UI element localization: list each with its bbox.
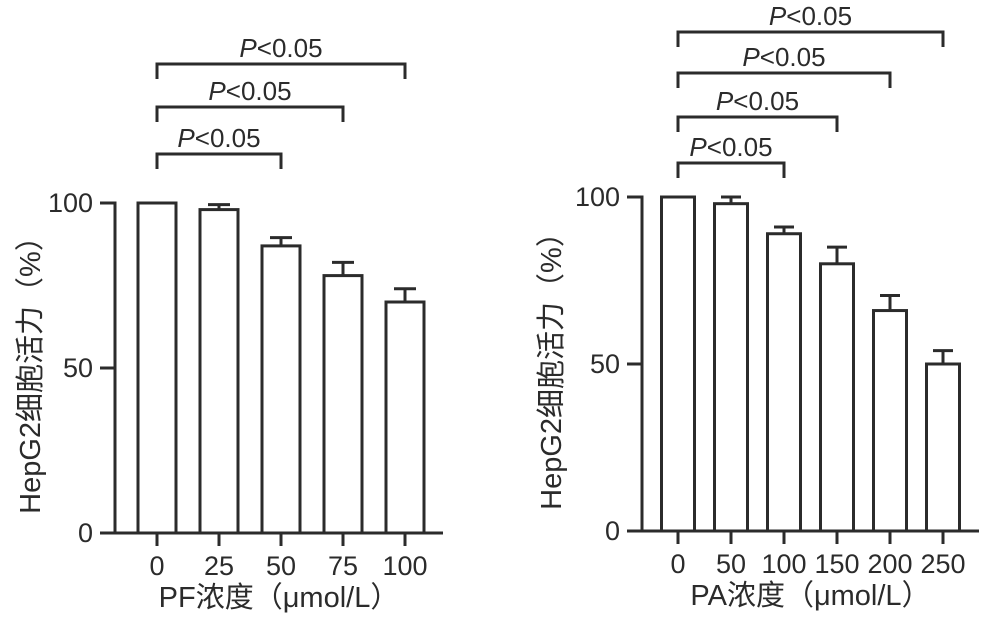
x-tick-label: 50 bbox=[266, 551, 296, 581]
significance-label: P<0.05 bbox=[689, 132, 772, 162]
bar bbox=[819, 262, 855, 533]
y-tick-label: 100 bbox=[48, 188, 93, 218]
y-tick-label: 50 bbox=[63, 353, 93, 383]
significance-bracket bbox=[676, 115, 839, 132]
bar bbox=[198, 208, 240, 535]
bar bbox=[322, 274, 364, 535]
significance-label: P<0.05 bbox=[742, 42, 825, 72]
bar bbox=[384, 300, 426, 535]
bar bbox=[872, 309, 908, 533]
significance-label: P<0.05 bbox=[177, 123, 260, 153]
x-axis-label: PA浓度（μmol/L） bbox=[690, 579, 930, 612]
significance-bracket bbox=[676, 71, 892, 88]
x-tick-label: 250 bbox=[920, 549, 965, 579]
significance-bracket bbox=[676, 30, 945, 47]
bar bbox=[925, 362, 961, 533]
x-tick-label: 100 bbox=[382, 551, 427, 581]
x-tick-label: 50 bbox=[716, 549, 746, 579]
y-tick-label: 100 bbox=[575, 182, 620, 212]
y-axis-label: HepG2细胞活力（%） bbox=[535, 218, 568, 510]
bar bbox=[136, 201, 178, 535]
x-tick-label: 75 bbox=[328, 551, 358, 581]
significance-bracket bbox=[676, 161, 786, 178]
significance-bracket bbox=[155, 105, 345, 122]
x-tick-label: 0 bbox=[149, 551, 164, 581]
y-axis-label: HepG2细胞活力（%） bbox=[14, 222, 47, 514]
significance-label: P<0.05 bbox=[239, 33, 322, 63]
bar bbox=[260, 244, 302, 535]
x-tick-label: 100 bbox=[761, 549, 806, 579]
significance-label: P<0.05 bbox=[716, 86, 799, 116]
bar bbox=[713, 202, 749, 533]
bar bbox=[766, 232, 802, 533]
x-tick-label: 0 bbox=[670, 549, 685, 579]
significance-bracket bbox=[155, 152, 283, 169]
bar bbox=[660, 195, 696, 533]
y-tick-label: 50 bbox=[590, 349, 620, 379]
x-tick-label: 200 bbox=[867, 549, 912, 579]
significance-bracket bbox=[155, 62, 407, 79]
y-tick-label: 0 bbox=[605, 516, 620, 546]
x-axis-label: PF浓度（μmol/L） bbox=[159, 581, 400, 614]
x-tick-label: 25 bbox=[204, 551, 234, 581]
significance-label: P<0.05 bbox=[208, 76, 291, 106]
x-tick-label: 150 bbox=[814, 549, 859, 579]
y-tick-label: 0 bbox=[78, 518, 93, 548]
significance-label: P<0.05 bbox=[769, 1, 852, 31]
